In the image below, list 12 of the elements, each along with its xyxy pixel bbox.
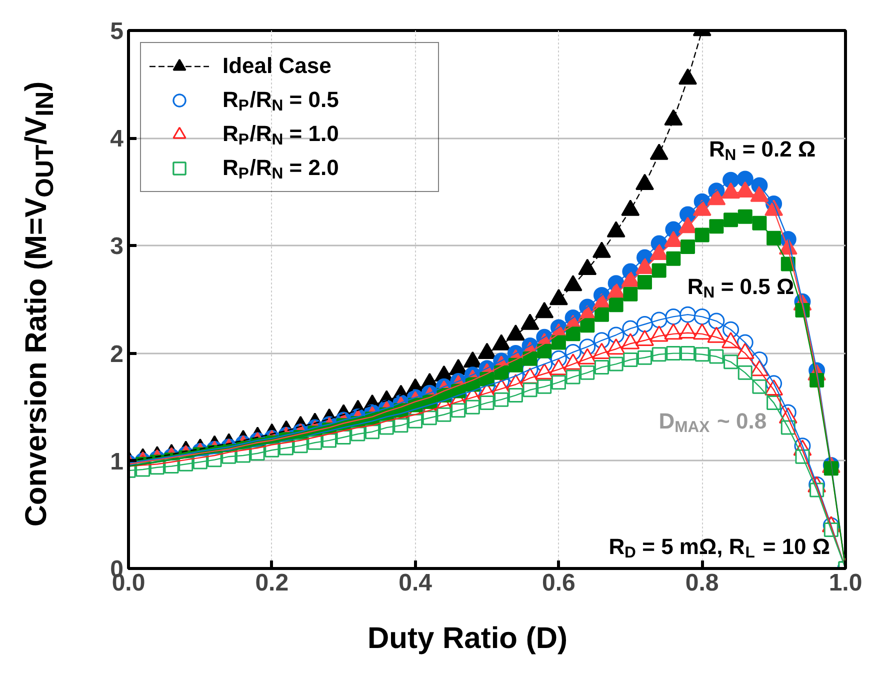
y-tick-label: 3 bbox=[110, 233, 124, 260]
y-tick-label: 4 bbox=[110, 126, 124, 153]
x-tick-label: 0.2 bbox=[255, 570, 289, 596]
x-tick-label: 0.4 bbox=[398, 570, 433, 596]
x-tick-label: 0.8 bbox=[685, 570, 719, 596]
y-tick-label: 1 bbox=[110, 448, 124, 476]
x-tick-label: 0.6 bbox=[542, 570, 576, 596]
y-tick-label: 5 bbox=[110, 18, 124, 45]
y-tick-label: 2 bbox=[110, 340, 124, 368]
x-axis-title: Duty Ratio (D) bbox=[366, 621, 568, 657]
x-tick-label: 1.0 bbox=[828, 570, 862, 596]
legend-label: Ideal Case bbox=[222, 53, 332, 78]
